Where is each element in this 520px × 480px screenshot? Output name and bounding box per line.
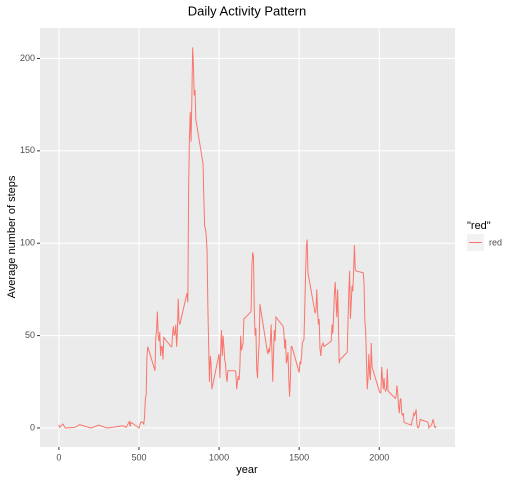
legend-title: "red"	[467, 220, 491, 232]
x-tick-label: 500	[131, 452, 146, 462]
y-tick-label: 100	[20, 238, 35, 248]
y-axis-label: Average number of steps	[6, 175, 18, 298]
y-tick-label: 0	[30, 422, 35, 432]
data-line	[58, 47, 437, 430]
x-tick-label: 0	[56, 452, 61, 462]
x-tick-label: 1500	[289, 452, 309, 462]
chart-title: Daily Activity Pattern	[188, 3, 307, 18]
y-tick-label: 200	[20, 53, 35, 63]
y-tick-label: 50	[25, 330, 35, 340]
y-tick-label: 150	[20, 145, 35, 155]
x-tick-label: 2000	[369, 452, 389, 462]
panel	[40, 28, 455, 447]
legend-label: red	[489, 237, 502, 247]
x-axis-label: year	[236, 464, 258, 476]
x-tick-label: 1000	[209, 452, 229, 462]
